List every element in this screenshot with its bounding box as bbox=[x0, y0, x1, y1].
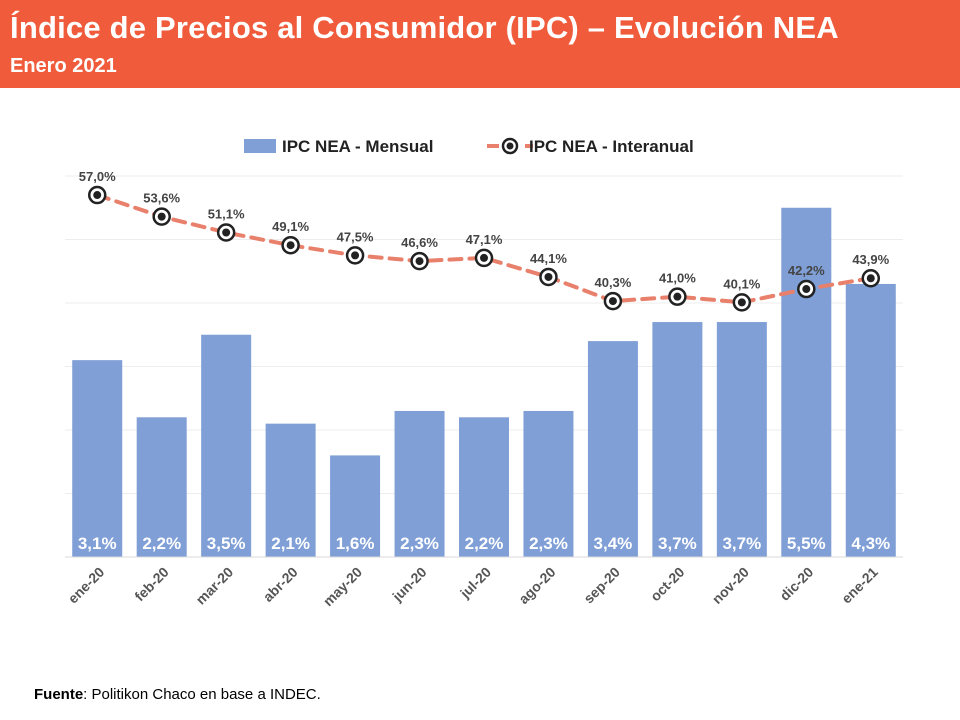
x-tick-nov-20: nov-20 bbox=[709, 564, 752, 607]
bar-label-may-20: 1,6% bbox=[336, 534, 375, 553]
legend-label-interanual: IPC NEA - Interanual bbox=[529, 137, 694, 156]
line-label-nov-20: 40,1% bbox=[723, 276, 760, 291]
point-ene-20 bbox=[93, 191, 102, 200]
x-tick-may-20: may-20 bbox=[320, 564, 366, 610]
bar-mar-20 bbox=[201, 334, 252, 557]
bar-label-dic-20: 5,5% bbox=[787, 534, 826, 553]
source-note: Fuente: Politikon Chaco en base a INDEC. bbox=[34, 686, 321, 703]
x-tick-sep-20: sep-20 bbox=[580, 564, 623, 607]
bar-label-ene-20: 3,1% bbox=[78, 534, 117, 553]
point-nov-20 bbox=[737, 298, 746, 307]
bar-ene-20 bbox=[72, 360, 123, 557]
point-dic-20 bbox=[802, 285, 811, 294]
source-label: Fuente bbox=[34, 686, 84, 703]
line-label-feb-20: 53,6% bbox=[143, 191, 180, 206]
x-tick-ago-20: ago-20 bbox=[515, 564, 558, 607]
bar-dic-20 bbox=[781, 207, 832, 557]
x-tick-jun-20: jun-20 bbox=[388, 564, 429, 605]
x-tick-oct-20: oct-20 bbox=[647, 564, 688, 605]
bar-oct-20 bbox=[652, 322, 703, 557]
point-ene-21 bbox=[866, 274, 875, 283]
line-labels-layer: 57,0% 53,6% 51,1% 49,1% 47,5% 46,6% 47,1% 44,1%… bbox=[79, 169, 890, 291]
bar-label-abr-20: 2,1% bbox=[271, 534, 310, 553]
point-abr-20 bbox=[286, 241, 295, 250]
bar-label-nov-20: 3,7% bbox=[722, 534, 761, 553]
ipc-chart: IPC NEA - Mensual IPC NEA - Interanual 3… bbox=[65, 137, 903, 610]
bar-ago-20 bbox=[523, 410, 574, 557]
point-may-20 bbox=[351, 251, 360, 260]
bar-label-jul-20: 2,2% bbox=[465, 534, 504, 553]
bar-may-20 bbox=[330, 455, 381, 557]
chart-legend: IPC NEA - Mensual IPC NEA - Interanual bbox=[244, 137, 694, 156]
x-tick-feb-20: feb-20 bbox=[131, 564, 172, 605]
bars-layer bbox=[72, 207, 896, 557]
point-mar-20 bbox=[222, 228, 231, 237]
page-title: Índice de Precios al Consumidor (IPC) – … bbox=[10, 10, 839, 45]
x-axis-ticks: ene-20 feb-20 mar-20 abr-20 may-20 jun-20 jul-… bbox=[65, 564, 881, 610]
legend-bar-swatch bbox=[244, 139, 276, 153]
bar-label-ago-20: 2,3% bbox=[529, 534, 568, 553]
line-label-jun-20: 46,6% bbox=[401, 235, 438, 250]
bar-label-jun-20: 2,3% bbox=[400, 534, 439, 553]
bar-sep-20 bbox=[587, 341, 638, 557]
point-jun-20 bbox=[415, 257, 424, 266]
bar-jul-20 bbox=[459, 417, 509, 557]
bar-label-oct-20: 3,7% bbox=[658, 534, 697, 553]
point-jul-20 bbox=[480, 253, 488, 262]
line-label-jul-20: 47,1% bbox=[466, 232, 503, 247]
bar-labels-layer: 3,1% 2,2% 3,5% 2,1% 1,6% 2,3% 2,2% 2,3% 3,4% 3,7%… bbox=[78, 534, 890, 553]
x-tick-jul-20: jul-20 bbox=[456, 564, 494, 602]
line-label-dic-20: 42,2% bbox=[788, 263, 825, 278]
line-label-may-20: 47,5% bbox=[337, 229, 374, 244]
point-ago-20 bbox=[544, 272, 553, 281]
bar-label-feb-20: 2,2% bbox=[142, 534, 181, 553]
source-text: : Politikon Chaco en base a INDEC. bbox=[83, 686, 321, 703]
bar-feb-20 bbox=[136, 417, 187, 557]
x-tick-abr-20: abr-20 bbox=[260, 564, 301, 605]
x-tick-ene-20: ene-20 bbox=[65, 564, 108, 607]
line-label-oct-20: 41,0% bbox=[659, 271, 696, 286]
legend-label-mensual: IPC NEA - Mensual bbox=[282, 137, 433, 156]
bar-jun-20 bbox=[394, 410, 445, 557]
line-layer bbox=[87, 185, 881, 312]
bar-abr-20 bbox=[265, 423, 316, 557]
x-tick-mar-20: mar-20 bbox=[192, 564, 236, 608]
bar-ene-21 bbox=[845, 283, 896, 557]
point-sep-20 bbox=[608, 297, 617, 306]
bar-label-sep-20: 3,4% bbox=[594, 534, 633, 553]
bar-label-ene-21: 4,3% bbox=[851, 534, 890, 553]
header-banner: Índice de Precios al Consumidor (IPC) – … bbox=[0, 0, 960, 88]
point-feb-20 bbox=[157, 212, 166, 221]
line-label-ene-21: 43,9% bbox=[852, 252, 889, 267]
x-tick-ene-21: ene-21 bbox=[838, 564, 881, 607]
line-label-abr-20: 49,1% bbox=[272, 219, 309, 234]
bar-label-mar-20: 3,5% bbox=[207, 534, 246, 553]
line-label-mar-20: 51,1% bbox=[208, 207, 245, 222]
point-oct-20 bbox=[673, 292, 682, 301]
page-subtitle: Enero 2021 bbox=[10, 55, 117, 77]
line-label-sep-20: 40,3% bbox=[594, 275, 631, 290]
x-tick-dic-20: dic-20 bbox=[776, 564, 816, 604]
legend-marker-dot bbox=[506, 142, 514, 150]
line-label-ago-20: 44,1% bbox=[530, 251, 567, 266]
bar-nov-20 bbox=[716, 322, 767, 557]
line-label-ene-20: 57,0% bbox=[79, 169, 116, 184]
